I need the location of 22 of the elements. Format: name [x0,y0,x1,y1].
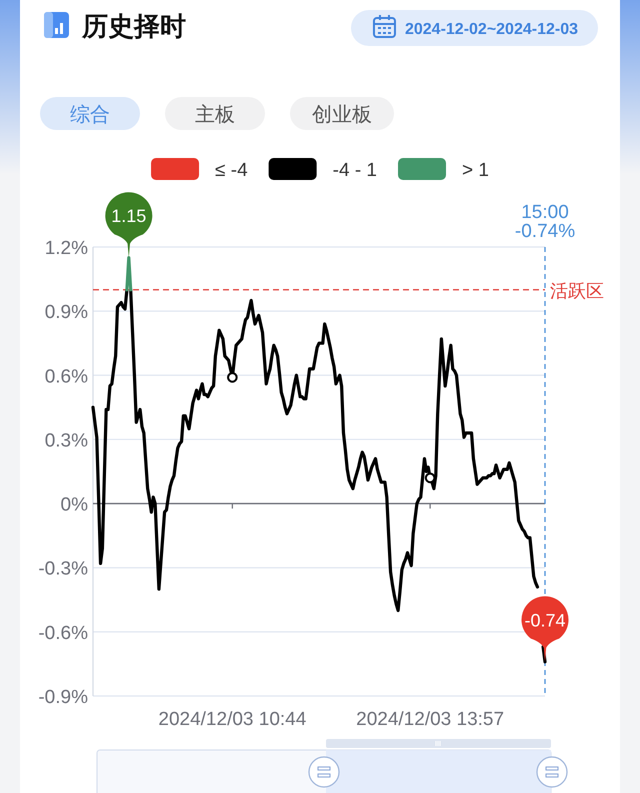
legend-label: -4 - 1 [332,160,378,181]
annotation: -0.74 [524,610,566,630]
ref-line-label: 活跃区 [550,280,604,301]
legend-label: > 1 [462,160,489,181]
y-tick-label: 0.3% [44,430,88,452]
y-tick-label: -0.3% [38,558,88,580]
text: 15:00 -0.74% [514,202,576,242]
text: 主板 [195,103,235,126]
y-tick-label: -0.9% [38,687,88,708]
legend-label: ≤ -4 [215,160,248,181]
y-tick-label: 1.2% [44,238,88,259]
chart-title: 历史择时 [81,11,186,41]
text: 创业板 [312,104,372,126]
text: 综合 [70,104,110,126]
x-tick-label: 2024/12/03 13:57 [356,709,504,730]
annotation: 1.15 [111,206,146,226]
y-tick-label: 0% [60,494,88,516]
y-tick-label: -0.6% [38,622,88,644]
chart-subtitle: 2024-12-02~2024-12-03 [404,21,578,38]
y-tick-label: 0.9% [44,302,88,324]
x-tick-label: 2024/12/03 10:44 [158,709,307,730]
y-tick-label: 0.6% [44,366,88,388]
